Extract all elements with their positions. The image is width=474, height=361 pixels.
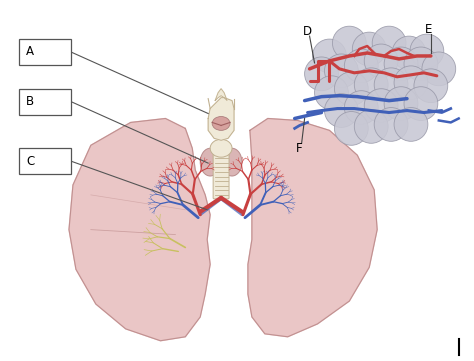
Text: A: A: [26, 45, 34, 58]
Circle shape: [325, 93, 358, 127]
Circle shape: [345, 49, 378, 83]
Circle shape: [312, 39, 346, 73]
Circle shape: [422, 52, 456, 86]
Circle shape: [404, 87, 438, 121]
Circle shape: [372, 26, 406, 60]
Circle shape: [335, 72, 368, 105]
Polygon shape: [215, 89, 227, 101]
Circle shape: [305, 57, 338, 91]
Circle shape: [364, 89, 398, 122]
Text: E: E: [425, 23, 433, 36]
Polygon shape: [208, 97, 234, 140]
Circle shape: [392, 36, 426, 70]
FancyBboxPatch shape: [19, 39, 71, 65]
Polygon shape: [248, 118, 377, 337]
Text: D: D: [303, 25, 312, 38]
Circle shape: [404, 47, 438, 81]
Circle shape: [414, 69, 448, 103]
Text: C: C: [26, 155, 35, 168]
Circle shape: [384, 87, 418, 121]
Circle shape: [384, 47, 418, 81]
Circle shape: [410, 34, 444, 68]
FancyBboxPatch shape: [19, 89, 71, 114]
Circle shape: [364, 44, 398, 78]
Circle shape: [394, 66, 428, 100]
Circle shape: [394, 108, 428, 141]
Polygon shape: [69, 118, 210, 341]
Text: F: F: [296, 142, 303, 155]
Ellipse shape: [222, 148, 242, 176]
Circle shape: [352, 32, 386, 66]
Circle shape: [332, 26, 366, 60]
Circle shape: [374, 68, 408, 101]
Circle shape: [315, 76, 348, 109]
Circle shape: [345, 91, 378, 125]
Ellipse shape: [200, 148, 220, 176]
Ellipse shape: [212, 117, 230, 130]
Circle shape: [335, 112, 368, 145]
FancyBboxPatch shape: [214, 156, 228, 168]
Circle shape: [354, 109, 388, 143]
Text: B: B: [26, 95, 35, 108]
Circle shape: [354, 68, 388, 101]
Circle shape: [325, 54, 358, 88]
Circle shape: [374, 108, 408, 141]
FancyBboxPatch shape: [213, 154, 229, 199]
FancyBboxPatch shape: [19, 148, 71, 174]
Ellipse shape: [210, 139, 232, 157]
